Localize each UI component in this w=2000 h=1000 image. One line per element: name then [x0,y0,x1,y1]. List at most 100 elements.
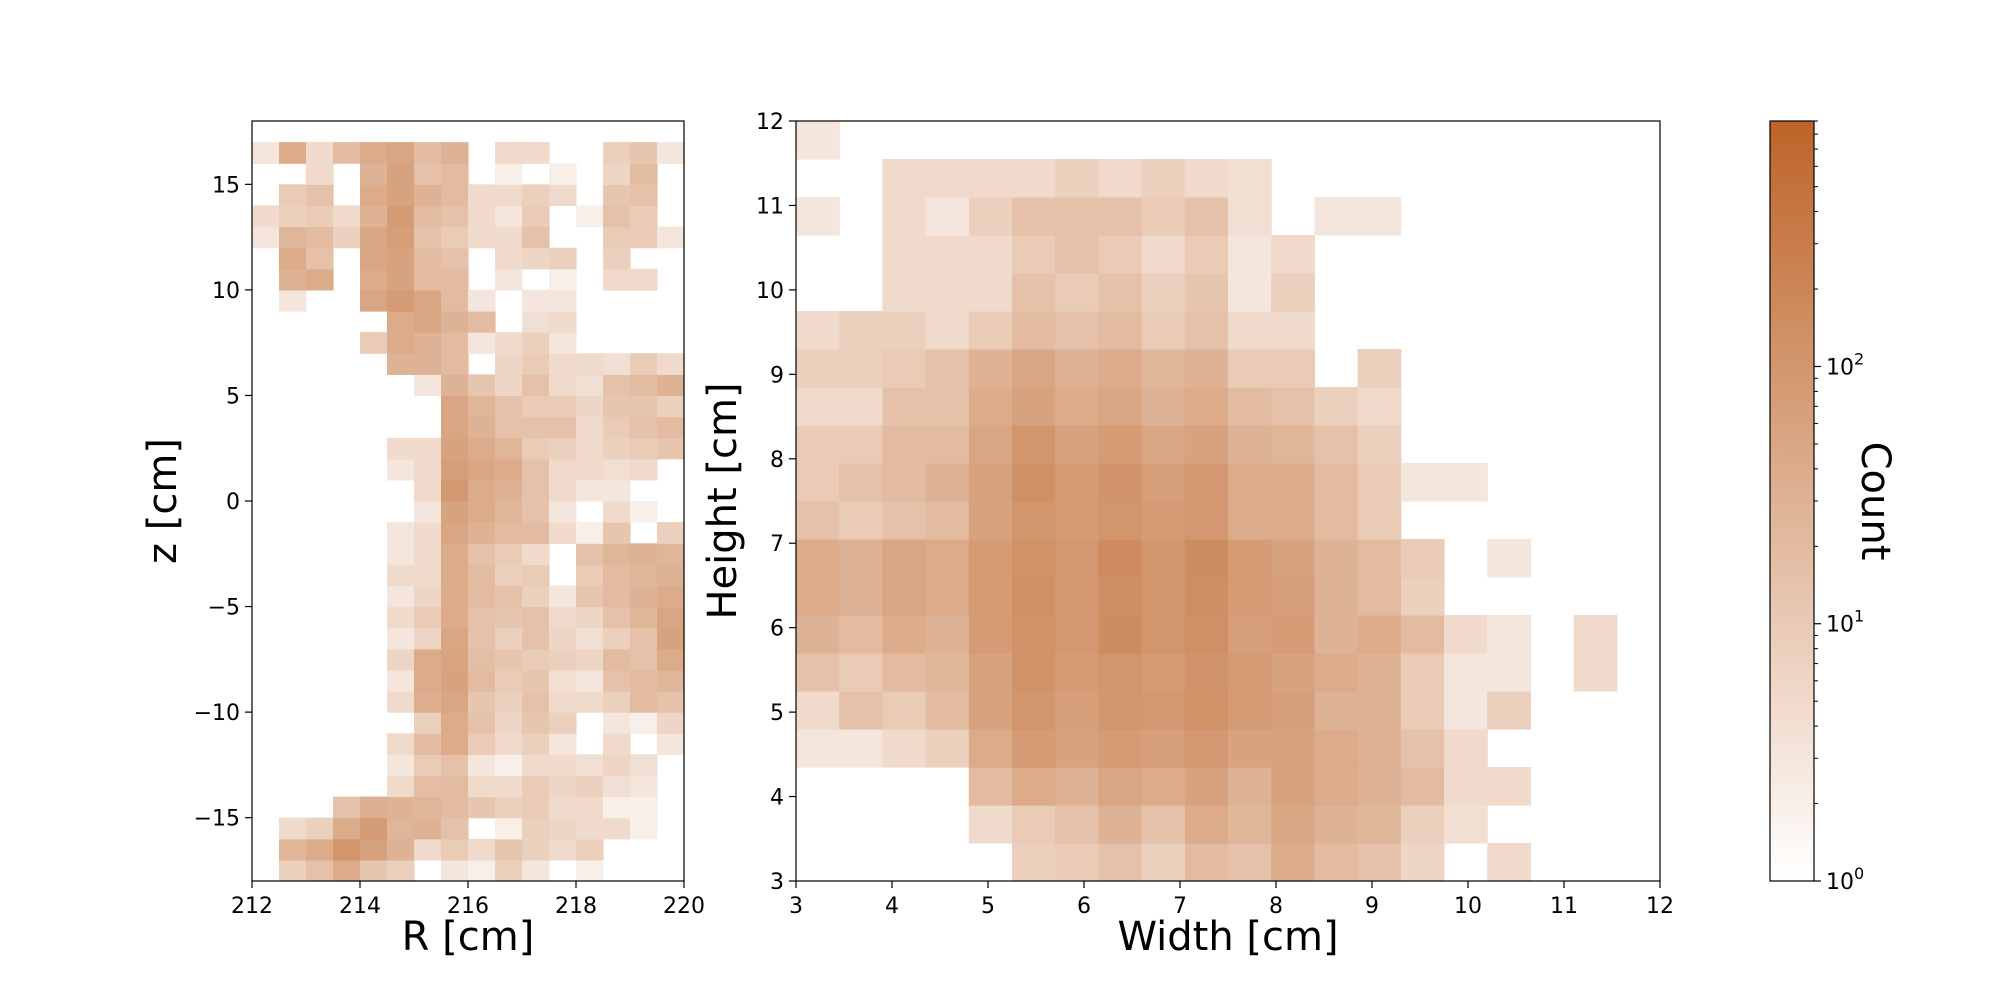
rz-heatmap-cell [495,226,523,249]
rz-heatmap-cell [414,437,442,460]
width-height-x-axis-label: Width [cm] [1117,914,1338,960]
width-height-heatmap-cell [1098,615,1143,654]
rz-heatmap-cell [306,163,334,185]
rz-heatmap-cell [549,332,577,354]
width-height-heatmap-cell [796,425,840,464]
width-height-heatmap-cell [925,425,970,464]
rz-heatmap-cell [495,353,523,375]
width-height-heatmap-cell [968,767,1013,806]
width-height-heatmap-cell [1573,615,1618,654]
rz-heatmap-cell [495,859,523,882]
rz-heatmap-cell [414,543,442,565]
width-height-heatmap-cell [925,273,970,312]
rz-heatmap-cell [414,817,442,840]
rz-heatmap-cell [630,226,658,249]
rz-heatmap-cell [522,838,550,861]
width-height-heatmap-cell [1055,615,1099,654]
rz-heatmap-cell [522,437,550,460]
rz-heatmap-cell [603,501,631,523]
rz-heatmap-cell [603,627,631,650]
width-height-heatmap-cell [1055,577,1099,616]
rz-heatmap-cell [360,796,388,819]
width-height-heatmap-cell [1314,729,1359,768]
width-height-heatmap-cell [1357,539,1402,578]
width-height-heatmap-cell [1228,387,1272,426]
rz-heatmap-cell [387,437,415,460]
rz-heatmap-cell [630,648,658,671]
rz-heatmap-cell [360,838,388,861]
rz-heatmap-cell [441,311,469,333]
width-height-heatmap-cell [1184,691,1229,730]
width-height-x-tick-label: 7 [1173,894,1187,919]
rz-heatmap-cell [495,205,523,228]
width-height-heatmap-cell [1314,387,1359,426]
rz-heatmap-cell [630,585,658,608]
width-height-heatmap-cell [796,501,840,540]
rz-heatmap-cell [414,142,442,164]
rz-heatmap-cell [279,142,307,164]
rz-heatmap-cell [441,289,469,312]
width-height-heatmap-cell [1055,311,1099,350]
rz-heatmap-cell [414,627,442,650]
width-height-heatmap-cell [1012,349,1056,388]
width-height-heatmap-cell [796,539,840,578]
rz-heatmap-cell [576,458,604,481]
width-height-heatmap-cell [968,577,1013,616]
rz-heatmap-cell [495,458,523,481]
width-height-heatmap-cell [1184,463,1229,502]
width-height-heatmap-cells [796,121,1618,882]
rz-heatmap-cell [549,817,577,840]
width-height-heatmap-cell [1055,501,1099,540]
rz-heatmap-cell [495,712,523,734]
width-height-heatmap-panel: 3 4 5 6 7 8 9 10 11 12 3 4 5 6 7 8 9 10 11 12 Width [cm] H… [700,110,1674,960]
width-height-heatmap-cell [1357,349,1402,388]
rz-heatmap-cell [603,733,631,755]
width-height-heatmap-cell [1012,159,1056,198]
width-height-heatmap-cell [796,577,840,616]
width-height-heatmap-cell [796,653,840,692]
rz-heatmap-cell [522,289,550,312]
rz-heatmap-cell [603,817,631,840]
rz-x-axis-label: R [cm] [402,914,535,960]
rz-heatmap-cell [630,712,658,734]
width-height-heatmap-cell [1098,767,1143,806]
width-height-heatmap-cell [1400,539,1445,578]
width-height-heatmap-cell [1184,425,1229,464]
width-height-heatmap-cell [1400,843,1445,882]
width-height-y-tick-label: 8 [770,448,784,473]
rz-heatmap-cell [414,585,442,608]
width-height-heatmap-cell [1228,235,1272,274]
rz-heatmap-cell [495,501,523,523]
width-height-heatmap-cell [1271,843,1315,882]
rz-heatmap-cell [630,543,658,565]
width-height-heatmap-cell [1098,653,1143,692]
width-height-heatmap-cell [1012,653,1056,692]
rz-heatmap-cell [414,311,442,333]
rz-heatmap-cell [360,226,388,249]
width-height-heatmap-cell [968,463,1013,502]
rz-heatmap-cell [657,374,685,397]
width-height-heatmap-cell [1055,843,1099,882]
width-height-heatmap-cell [1357,425,1402,464]
rz-heatmap-cell [414,289,442,312]
width-height-heatmap-cell [1141,615,1186,654]
width-height-heatmap-cell [1098,387,1143,426]
rz-heatmap-cell [441,648,469,671]
rz-heatmap-cell [549,606,577,629]
width-height-heatmap-cell [839,615,883,654]
rz-heatmap-cell [441,691,469,713]
width-height-heatmap-cell [1228,691,1272,730]
width-height-y-tick-label: 11 [756,194,784,219]
rz-heatmap-cell [387,817,415,840]
width-height-heatmap-cell [925,539,970,578]
rz-heatmap-cell [522,754,550,777]
rz-y-tick-label: 15 [212,173,240,198]
rz-heatmap-cell [387,627,415,650]
width-height-plot-frame [795,120,1661,882]
width-height-heatmap-cell [1271,767,1315,806]
width-height-y-tick-label: 5 [770,701,784,726]
width-height-heatmap-cell [1098,805,1143,844]
rz-heatmap-cell [630,796,658,819]
rz-heatmap-cell [522,184,550,207]
width-height-heatmap-cell [882,197,927,236]
